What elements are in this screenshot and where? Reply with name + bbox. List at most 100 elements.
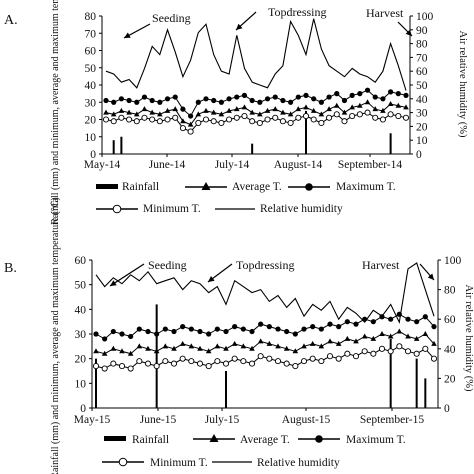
minimum-temperature-point (333, 111, 340, 118)
maximum-temperature-point (422, 314, 428, 320)
right-tick-label: 50 (416, 80, 428, 92)
minimum-temperature-point (341, 118, 348, 125)
annotation-topdressing: Topdressing (268, 5, 327, 19)
average-temperature-point (396, 328, 403, 334)
average-temperature-point (164, 107, 171, 113)
x-tick-label: September-15 (360, 414, 425, 426)
right-tick-label: 60 (416, 66, 428, 78)
humidity-line (105, 18, 407, 91)
minimum-temperature-point (274, 358, 282, 365)
maximum-temperature-point (357, 91, 363, 97)
average-temperature-point (218, 111, 225, 117)
average-temperature-point (280, 109, 286, 115)
maximum-temperature-point (118, 96, 124, 102)
minimum-temperature-point (226, 116, 233, 123)
panel-a-label: A. (4, 13, 18, 28)
left-tick-label: 20 (85, 115, 97, 127)
minimum-temperature-point (292, 363, 299, 370)
maximum-temperature-point (353, 321, 359, 327)
rainfall-bar (305, 110, 307, 154)
maximum-temperature-point (403, 92, 409, 98)
rainfall-bar (389, 133, 392, 154)
minimum-temperature-point (302, 113, 310, 120)
minimum-temperature-point (126, 116, 133, 123)
average-temperature-point (301, 343, 307, 349)
minimum-temperature-point (118, 114, 125, 121)
average-temperature-point (357, 102, 363, 108)
x-tick-label: August-14 (274, 159, 323, 171)
maximum-temperature-point (364, 87, 371, 93)
average-temperature-line (95, 330, 435, 355)
minimum-temperature-point (249, 118, 256, 125)
legend-maximum-label: Maximum T. (346, 434, 406, 446)
average-temperature-point (341, 109, 348, 115)
legend-average-label: Average T. (232, 181, 282, 193)
maximum-temperature-point (171, 328, 177, 335)
average-temperature-point (118, 107, 125, 113)
maximum-temperature-point (141, 94, 148, 100)
minimum-temperature-point (279, 118, 286, 125)
maximum-temperature-point (149, 97, 155, 104)
annotation-arrow-head (427, 273, 434, 280)
average-temperature-point (264, 107, 271, 113)
left-tick-label: 10 (85, 132, 97, 144)
right-tick-label: 40 (416, 94, 428, 106)
x-tick-label: June-15 (140, 414, 177, 426)
rainfall-bar (424, 378, 427, 408)
right-tick-label: 70 (416, 52, 428, 64)
x-tick-label: May-14 (84, 159, 121, 171)
x-tick-label: July-15 (205, 414, 240, 426)
maximum-temperature-point (405, 316, 411, 322)
maximum-temperature-point (223, 328, 229, 335)
legend-humidity: Relative humidity (212, 457, 340, 469)
left-tick-label: 10 (75, 378, 87, 390)
average-temperature-point (136, 343, 143, 349)
maximum-temperature-point (93, 331, 99, 337)
maximum-temperature-point (264, 96, 271, 102)
average-temperature-point (249, 345, 255, 351)
legend-minimum: Minimum T. (102, 457, 208, 469)
legend-maximum: Maximum T. (298, 434, 406, 446)
maximum-temperature-point (326, 94, 332, 100)
average-temperature-point (403, 104, 409, 110)
minimum-temperature-point (210, 118, 217, 125)
maximum-temperature-point (126, 97, 132, 104)
maximum-temperature-point (197, 328, 203, 335)
minimum-temperature-point (266, 355, 273, 362)
minimum-temperature-point (326, 114, 333, 121)
average-temperature-point (103, 109, 109, 115)
left-tick-label: 40 (75, 304, 87, 316)
minimum-temperature-point (309, 355, 316, 362)
maximum-temperature-point (203, 96, 209, 102)
minimum-temperature-point (162, 358, 169, 365)
maximum-temperature-point (180, 324, 186, 330)
minimum-temperature-point (153, 363, 160, 370)
average-temperature-point (283, 345, 290, 351)
average-temperature-point (195, 111, 202, 117)
left-tick-label: 0 (90, 149, 96, 161)
minimum-temperature-point (214, 358, 221, 365)
minimum-temperature-point (102, 116, 110, 123)
average-temperature-point (197, 345, 203, 351)
right-tick-label: 60 (444, 314, 456, 326)
left-tick-label: 60 (75, 255, 87, 267)
average-temperature-point (101, 350, 108, 356)
maximum-temperature-point (136, 326, 142, 332)
minimum-temperature-point (349, 113, 356, 120)
left-tick-label: 80 (85, 11, 97, 23)
x-tick-label: July-14 (215, 159, 250, 171)
maximum-temperature-point (145, 328, 151, 335)
minimum-temperature-point (187, 128, 194, 135)
average-temperature-point (405, 333, 411, 339)
maximum-temperature-point (414, 319, 420, 325)
average-temperature-point (171, 345, 177, 351)
minimum-temperature-point (202, 116, 210, 123)
maximum-temperature-point (154, 331, 160, 337)
average-temperature-point (326, 106, 332, 112)
average-temperature-point (149, 109, 155, 115)
average-temperature-point (180, 118, 186, 124)
maximum-temperature-point (349, 92, 355, 98)
maximum-temperature-point (272, 94, 278, 100)
panel-b-left-axis-label: Rainfall (mm) and minimum, average and m… (50, 197, 61, 474)
annotation-seeding: Seeding (148, 258, 187, 272)
